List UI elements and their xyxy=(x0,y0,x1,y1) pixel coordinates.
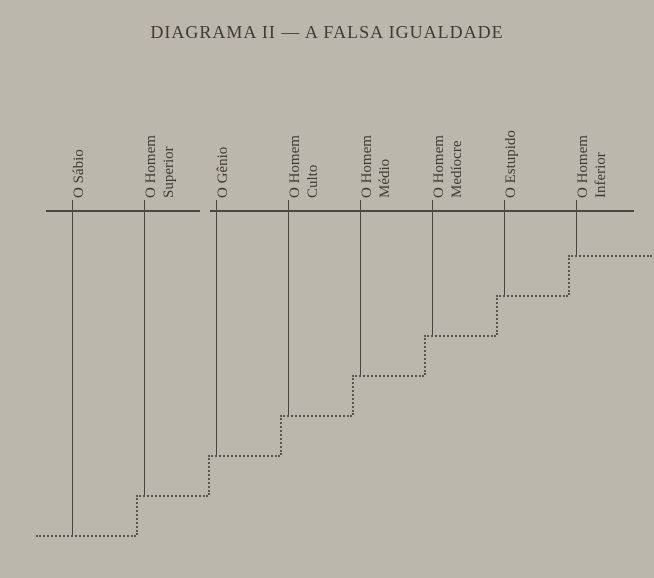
category-label-6: O Estupido xyxy=(502,130,520,198)
category-label-1: O HomemSuperior xyxy=(142,135,178,198)
vertical-line-0 xyxy=(72,212,73,537)
step-tread-3 xyxy=(352,375,424,377)
diagram-title: DIAGRAMA II — A FALSA IGUALDADE xyxy=(0,22,654,43)
vertical-line-3 xyxy=(288,212,289,417)
step-riser-5 xyxy=(208,455,210,495)
step-riser-3 xyxy=(352,375,354,415)
step-tread-5 xyxy=(208,455,280,457)
step-riser-4 xyxy=(280,415,282,455)
upper-tick-2 xyxy=(216,200,217,210)
upper-tick-0 xyxy=(72,200,73,210)
category-label-5: O HomemMedíocre xyxy=(430,135,466,198)
vertical-line-7 xyxy=(576,212,577,257)
upper-tick-5 xyxy=(432,200,433,210)
category-label-3: O HomemCulto xyxy=(286,135,322,198)
step-riser-6 xyxy=(136,495,138,535)
upper-tick-1 xyxy=(144,200,145,210)
category-label-4: O HomemMédio xyxy=(358,135,394,198)
step-riser-1 xyxy=(496,295,498,335)
baseline-right xyxy=(210,210,634,212)
vertical-line-5 xyxy=(432,212,433,337)
upper-tick-7 xyxy=(576,200,577,210)
vertical-line-1 xyxy=(144,212,145,497)
category-label-2: O Gênio xyxy=(214,147,232,198)
baseline-left xyxy=(46,210,200,212)
vertical-line-4 xyxy=(360,212,361,377)
upper-tick-3 xyxy=(288,200,289,210)
step-tread-1 xyxy=(496,295,568,297)
step-tread-7 xyxy=(36,535,136,537)
step-tread-0 xyxy=(568,255,652,257)
upper-tick-6 xyxy=(504,200,505,210)
diagram-page: { "canvas": { "width": 654, "height": 57… xyxy=(0,0,654,578)
step-riser-2 xyxy=(424,335,426,375)
category-label-0: O Sábio xyxy=(70,149,88,198)
category-label-7: O HomemInferior xyxy=(574,135,610,198)
step-tread-6 xyxy=(136,495,208,497)
vertical-line-2 xyxy=(216,212,217,457)
step-tread-4 xyxy=(280,415,352,417)
step-riser-0 xyxy=(568,255,570,295)
step-tread-2 xyxy=(424,335,496,337)
vertical-line-6 xyxy=(504,212,505,297)
upper-tick-4 xyxy=(360,200,361,210)
